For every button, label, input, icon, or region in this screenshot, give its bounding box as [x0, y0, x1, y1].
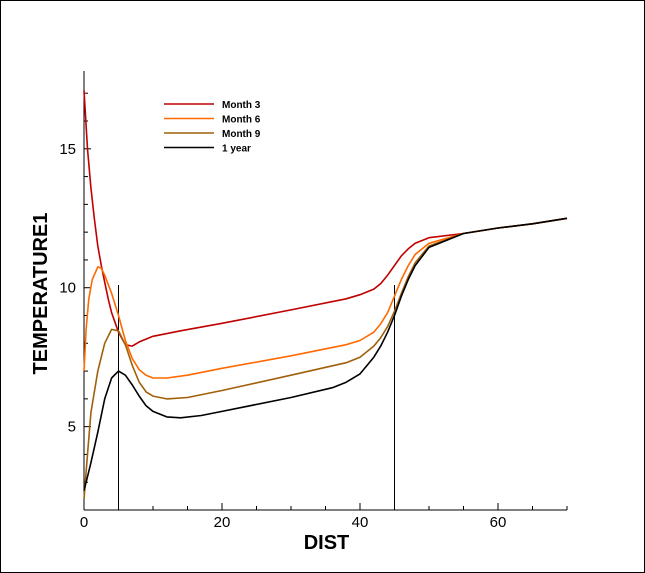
y-tick-label: 15 [59, 141, 76, 158]
x-tick-label: 20 [214, 514, 231, 531]
series-line [83, 217, 568, 499]
legend-label: 1 year [222, 144, 251, 155]
legend-label: Month 6 [222, 115, 261, 126]
series-line [83, 217, 568, 491]
y-tick-label: 5 [68, 419, 76, 436]
series-lines [83, 90, 568, 499]
x-tick-label: 40 [352, 514, 369, 531]
x-tick-label: 0 [80, 514, 88, 531]
x-axis-title: DIST [304, 532, 350, 554]
series-line [83, 217, 568, 379]
y-axis-title: TEMPERATURE1 [30, 213, 52, 375]
vertical-markers [118, 284, 395, 510]
axes: 0 20 40 60 5 10 15 [59, 71, 568, 531]
series-line [83, 90, 568, 347]
legend: Month 3 Month 6 Month 9 1 year [164, 100, 261, 155]
legend-label: Month 9 [222, 129, 261, 140]
legend-label: Month 3 [222, 100, 261, 111]
x-tick-label: 60 [490, 514, 507, 531]
y-tick-label: 10 [59, 280, 76, 297]
